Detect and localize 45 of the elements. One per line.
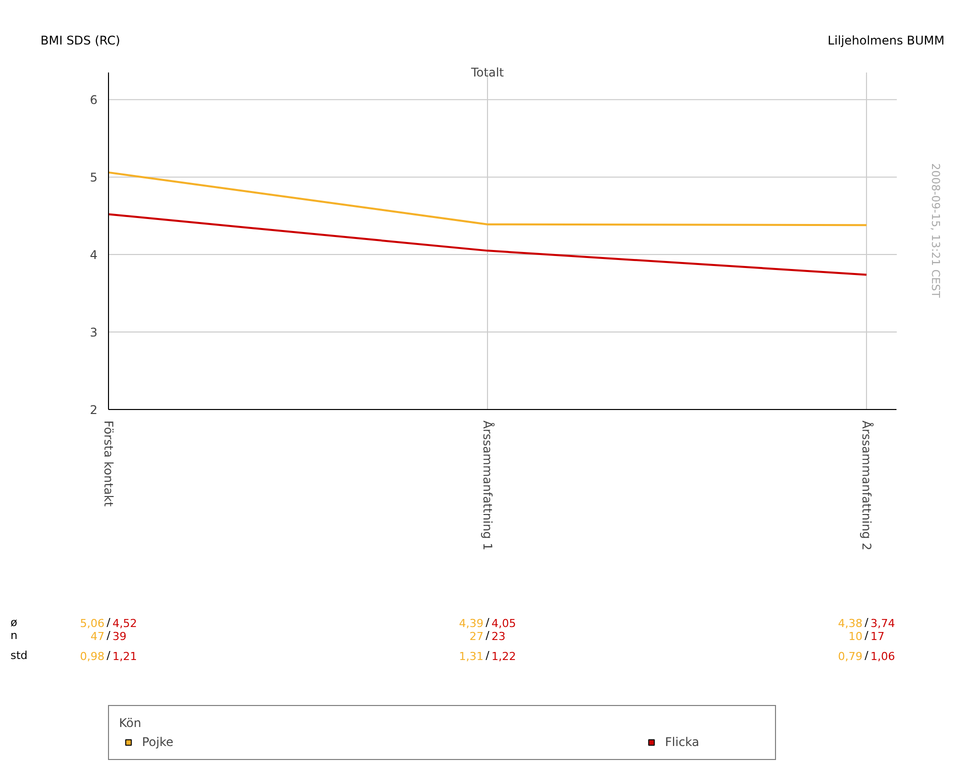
text: 47 (90, 630, 105, 643)
text: 39 (112, 630, 126, 643)
text: 4,52 (112, 617, 137, 630)
text: 1,22 (492, 650, 516, 663)
text: / (486, 629, 490, 642)
chart-title: Totalt (470, 66, 504, 80)
y-axis-title: BMI SDS (RC) (40, 34, 120, 48)
text: / (864, 629, 868, 642)
text: / (486, 649, 490, 662)
text: / (864, 616, 868, 629)
text: / (106, 649, 110, 662)
text: / (106, 629, 110, 642)
text: 4,38 (838, 617, 863, 630)
text: 2008-09-15, 13:21 CEST (929, 163, 942, 298)
legend-label: Pojke (142, 735, 174, 749)
x-tick-label: Första kontakt (102, 420, 116, 507)
text: 4,05 (492, 617, 516, 630)
text: ø (10, 616, 18, 629)
text: / (864, 649, 868, 662)
x-tick-label: Årssammanfattning 1 (480, 420, 496, 550)
text: / (486, 616, 490, 629)
text: 3,74 (870, 617, 895, 630)
y-tick-label: 6 (90, 93, 98, 108)
y-tick-label: 2 (90, 403, 98, 417)
text: 5,06 (80, 617, 105, 630)
text: Liljeholmens BUMM (828, 34, 945, 48)
text: 17 (870, 630, 884, 643)
text: 10 (848, 630, 863, 643)
text: 1,06 (870, 650, 895, 663)
text: n (10, 629, 18, 642)
y-tick-label: 3 (90, 326, 98, 340)
y-tick-label: 5 (90, 170, 98, 185)
x-tick-label: Årssammanfattning 2 (860, 420, 874, 550)
text: std (10, 649, 28, 662)
text: 4,39 (459, 617, 484, 630)
text: / (106, 616, 111, 629)
text: 23 (492, 630, 506, 643)
text: 27 (470, 630, 484, 643)
text: 0,79 (838, 650, 863, 663)
text: 0,98 (80, 650, 105, 663)
text: 1,31 (459, 650, 484, 663)
legend-title: Kön (119, 716, 142, 730)
text: 1,21 (112, 650, 137, 663)
y-tick-label: 4 (90, 248, 98, 262)
legend-label: Flicka (665, 735, 700, 749)
